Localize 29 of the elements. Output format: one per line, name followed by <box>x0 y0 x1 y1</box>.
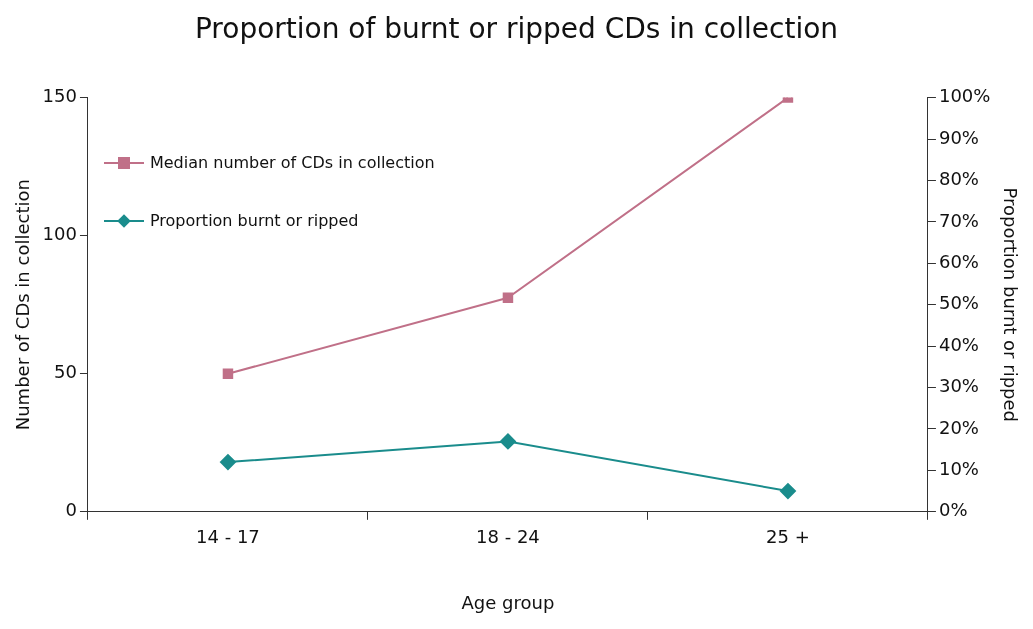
y-tick-label: 0 <box>65 499 77 521</box>
y2-tick-label: 100% <box>938 85 991 107</box>
legend-label: Median number of CDs in collection <box>149 153 435 173</box>
point <box>502 292 514 304</box>
y2-tick-label: 30% <box>938 375 979 397</box>
y-tick-label: 50 <box>54 361 77 383</box>
x-tick-label: 25 + <box>766 526 810 548</box>
y2-tick-label: 90% <box>938 126 979 148</box>
y-tick-label: 150 <box>42 85 77 107</box>
y2-axis-title: Proportion burnt or ripped <box>999 187 1021 422</box>
x-tick-label: 18 - 24 <box>476 526 540 548</box>
point <box>779 483 796 500</box>
point <box>219 454 236 471</box>
y2-tick-label: 60% <box>938 250 979 272</box>
y2-tick-label: 10% <box>938 458 979 480</box>
legend-label: Proportion burnt or ripped <box>149 211 359 231</box>
y2-tick-label: 50% <box>938 292 979 314</box>
y2-tick-label: 0% <box>938 499 968 521</box>
point <box>222 368 234 379</box>
y-axis-title: Number of CDs in collection <box>12 179 34 431</box>
y2-tick-label: 40% <box>938 333 979 355</box>
chart-title: Proportion of burnt or ripped CDs in collection <box>194 12 839 46</box>
x-axis-title: Age group <box>461 591 555 613</box>
y-tick-label: 100 <box>42 223 77 245</box>
x-tick-label: 14 - 17 <box>196 526 260 548</box>
point <box>499 433 516 450</box>
y2-tick-label: 80% <box>938 168 979 190</box>
y2-tick-label: 70% <box>938 209 979 231</box>
y2-tick-label: 20% <box>938 416 979 438</box>
